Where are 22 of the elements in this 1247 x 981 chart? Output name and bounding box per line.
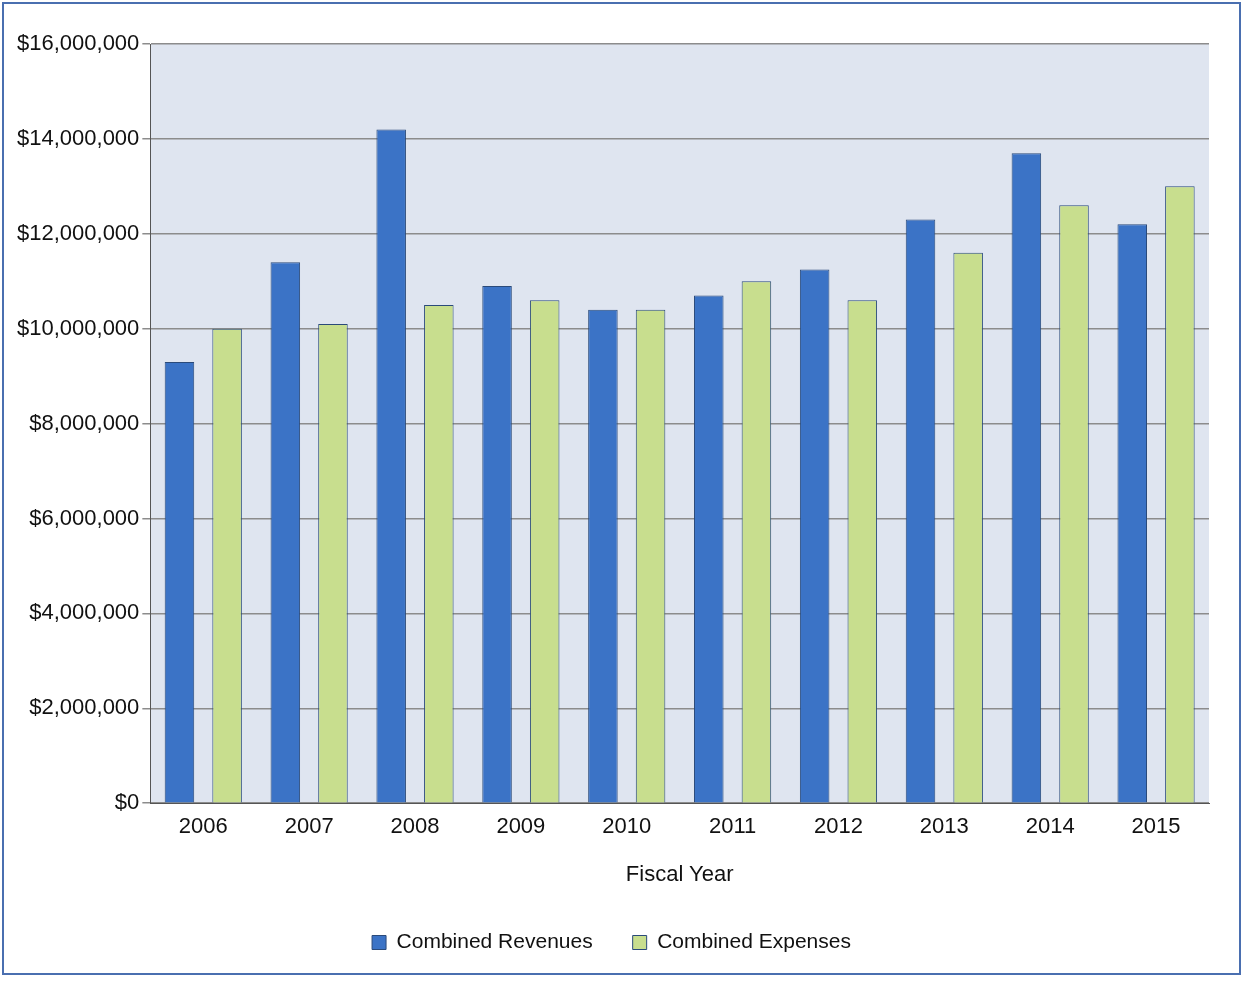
y-tick-label: $10,000,000	[17, 314, 140, 340]
y-tick-label: $4,000,000	[29, 599, 140, 625]
x-tick-label: 2015	[1131, 813, 1181, 839]
x-tick-label: 2010	[602, 813, 652, 839]
legend-label: Combined Expenses	[657, 929, 851, 953]
y-tick-label: $0	[114, 789, 140, 815]
x-tick-label: 2009	[496, 813, 546, 839]
x-tick-label: 2006	[178, 813, 228, 839]
x-tick-label: 2011	[708, 813, 757, 839]
x-tick-label: 2007	[284, 813, 334, 839]
y-tick-label: $2,000,000	[29, 694, 140, 720]
x-tick-label: 2008	[390, 813, 440, 839]
y-tick-label: $12,000,000	[17, 219, 140, 245]
y-tick-label: $14,000,000	[17, 124, 140, 150]
y-tick-label: $16,000,000	[17, 30, 140, 56]
y-tick-label: $8,000,000	[29, 409, 140, 435]
x-axis-title: Fiscal Year	[625, 860, 734, 886]
x-tick-label: 2013	[919, 813, 969, 839]
legend-label: Combined Revenues	[396, 929, 593, 953]
x-tick-label: 2014	[1025, 813, 1075, 839]
x-tick-label: 2012	[813, 813, 863, 839]
y-tick-label: $6,000,000	[29, 504, 140, 530]
